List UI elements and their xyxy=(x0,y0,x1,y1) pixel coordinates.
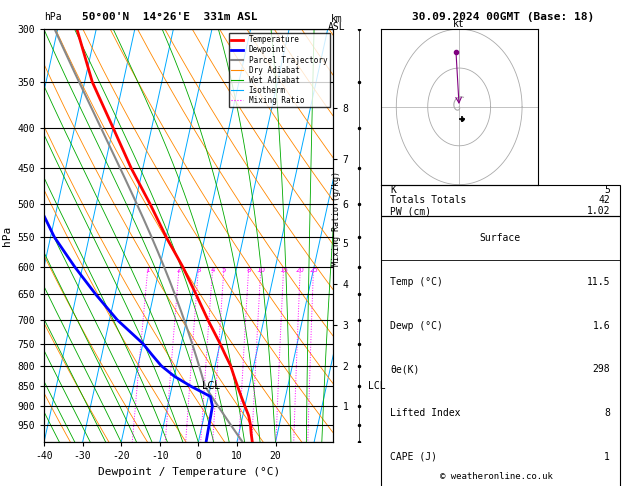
Text: 42: 42 xyxy=(598,195,610,206)
Text: 10: 10 xyxy=(257,267,265,273)
Text: 1: 1 xyxy=(604,452,610,462)
Text: 298: 298 xyxy=(593,364,610,374)
Text: LCL: LCL xyxy=(368,382,386,392)
Text: PW (cm): PW (cm) xyxy=(390,206,431,216)
Text: Totals Totals: Totals Totals xyxy=(390,195,467,206)
Text: θe(K): θe(K) xyxy=(390,364,420,374)
Text: Mixing Ratio (g/kg): Mixing Ratio (g/kg) xyxy=(332,171,341,266)
Text: CAPE (J): CAPE (J) xyxy=(390,452,437,462)
Text: 1: 1 xyxy=(146,267,150,273)
Text: K: K xyxy=(390,185,396,195)
Text: 2: 2 xyxy=(177,267,181,273)
Text: 3: 3 xyxy=(196,267,201,273)
X-axis label: Dewpoint / Temperature (°C): Dewpoint / Temperature (°C) xyxy=(97,467,280,477)
Text: © weatheronline.co.uk: © weatheronline.co.uk xyxy=(440,472,554,481)
Text: 8: 8 xyxy=(247,267,251,273)
Text: 20: 20 xyxy=(296,267,304,273)
Text: 8: 8 xyxy=(604,408,610,418)
Text: hPa: hPa xyxy=(44,12,62,22)
Text: 1.02: 1.02 xyxy=(586,206,610,216)
Text: 25: 25 xyxy=(309,267,318,273)
Text: Dewp (°C): Dewp (°C) xyxy=(390,321,443,330)
Text: 50°00'N  14°26'E  331m ASL: 50°00'N 14°26'E 331m ASL xyxy=(82,12,258,22)
Text: 11.5: 11.5 xyxy=(586,277,610,287)
Title: kt: kt xyxy=(454,19,465,29)
Text: ASL: ASL xyxy=(328,22,345,32)
Text: km: km xyxy=(331,14,342,24)
Text: 5: 5 xyxy=(222,267,226,273)
Y-axis label: hPa: hPa xyxy=(2,226,12,246)
Text: Surface: Surface xyxy=(479,233,521,243)
Text: 30.09.2024 00GMT (Base: 18): 30.09.2024 00GMT (Base: 18) xyxy=(412,12,594,22)
Text: 15: 15 xyxy=(279,267,288,273)
Text: Temp (°C): Temp (°C) xyxy=(390,277,443,287)
Text: LCL: LCL xyxy=(203,382,220,392)
Text: 1.6: 1.6 xyxy=(593,321,610,330)
Text: 4: 4 xyxy=(211,267,215,273)
Text: Lifted Index: Lifted Index xyxy=(390,408,460,418)
Text: 5: 5 xyxy=(604,185,610,195)
Legend: Temperature, Dewpoint, Parcel Trajectory, Dry Adiabat, Wet Adiabat, Isotherm, Mi: Temperature, Dewpoint, Parcel Trajectory… xyxy=(229,33,330,107)
